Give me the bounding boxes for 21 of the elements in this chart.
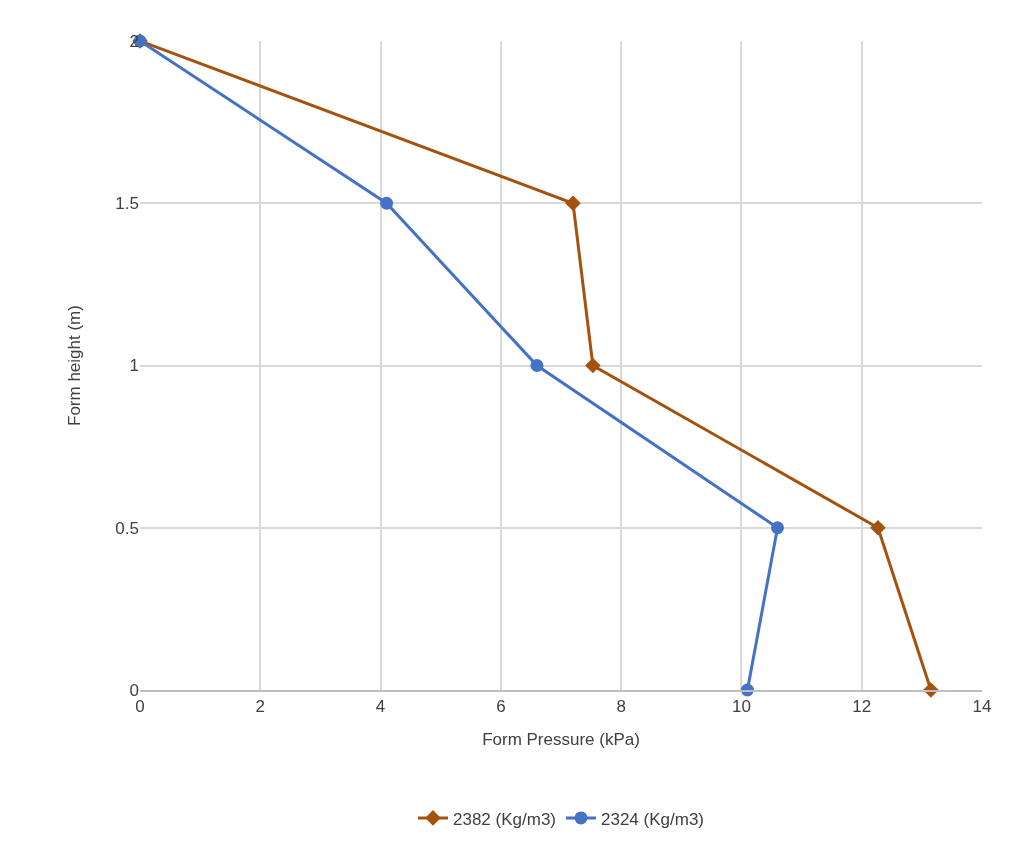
y-tick-label: 1	[129, 356, 139, 376]
y-tick-label: 0.5	[115, 518, 139, 538]
point	[585, 357, 601, 374]
x-tick-label: 2	[255, 697, 266, 717]
y-axis-title: Form height (m)	[64, 305, 84, 426]
x-tick-label: 6	[496, 697, 506, 717]
legend-label: 2324 (Kg/m3)	[601, 809, 704, 829]
x-tick-label: 12	[852, 697, 872, 717]
point	[380, 196, 394, 210]
point	[771, 521, 785, 535]
point	[565, 195, 581, 212]
legend-label: 2382 (Kg/m3)	[453, 809, 556, 829]
point	[530, 359, 544, 372]
y-tick-label: 0	[129, 680, 139, 700]
x-axis-title: Form Pressure (kPa)	[482, 730, 640, 750]
x-tick-label: 4	[375, 697, 386, 717]
x-tick-label: 10	[731, 697, 751, 717]
x-tick-label: 8	[616, 697, 626, 717]
x-tick-label: 14	[972, 697, 992, 717]
y-tick-label: 1.5	[115, 194, 139, 214]
point	[870, 519, 886, 536]
